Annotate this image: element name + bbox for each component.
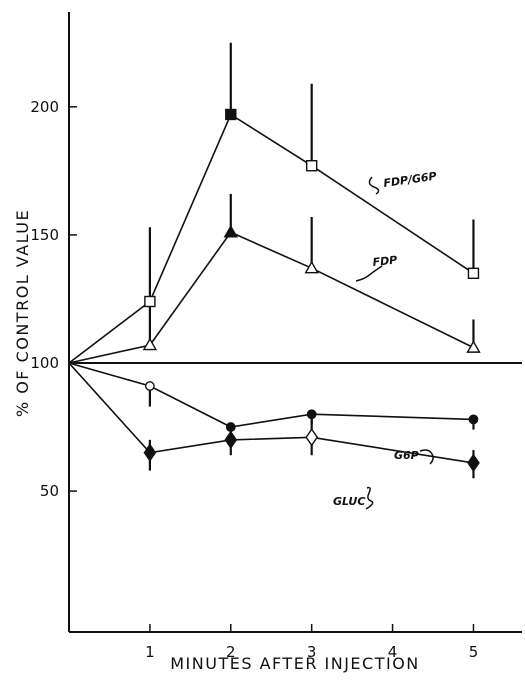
series-fdp-g6p bbox=[68, 42, 480, 364]
pointer-fdp bbox=[355, 265, 383, 282]
y-axis-title: % OF CONTROL VALUE bbox=[13, 209, 32, 417]
x-tick-label: 5 bbox=[469, 643, 479, 661]
series-label-fdp: FDP bbox=[372, 253, 398, 269]
y-tick-label: 200 bbox=[30, 98, 59, 116]
series-label-g6p: G6P bbox=[394, 449, 419, 462]
axes bbox=[68, 12, 522, 633]
series-label-fdp-g6p: FDP/G6P bbox=[383, 170, 438, 190]
series-line bbox=[68, 362, 474, 428]
series-fdp bbox=[68, 193, 481, 364]
data-point-square bbox=[467, 267, 480, 280]
pointer-fdp-g6p bbox=[368, 176, 380, 195]
data-point-triangle bbox=[466, 340, 481, 353]
data-point-triangle bbox=[223, 224, 238, 238]
data-point-square bbox=[144, 295, 156, 308]
data-point-triangle bbox=[304, 260, 319, 274]
x-axis-title: MINUTES AFTER INJECTION bbox=[170, 654, 420, 673]
data-point-square bbox=[305, 160, 318, 172]
series-line bbox=[68, 113, 474, 364]
series-line bbox=[68, 362, 474, 464]
x-tick-label: 1 bbox=[145, 643, 155, 661]
data-point-circle bbox=[468, 414, 479, 425]
x-tick-label: 4 bbox=[388, 643, 398, 661]
y-tick-label: 150 bbox=[30, 226, 59, 244]
x-tick-label: 2 bbox=[226, 643, 236, 661]
series-line bbox=[68, 231, 474, 364]
x-tick-label: 3 bbox=[307, 643, 317, 661]
data-point-circle bbox=[306, 409, 317, 420]
data-point-diamond bbox=[467, 453, 480, 473]
data-point-diamond bbox=[143, 443, 157, 462]
series-g6p bbox=[68, 362, 479, 438]
series-gluc bbox=[68, 362, 480, 479]
label-pointers bbox=[355, 176, 434, 510]
data-point-square bbox=[225, 108, 237, 121]
series-layer bbox=[68, 42, 481, 479]
series-label-gluc: GLUC bbox=[333, 495, 365, 508]
series-labels: FDP/G6P FDP G6P GLUC bbox=[333, 170, 437, 508]
y-tick-label: 50 bbox=[40, 482, 59, 500]
y-tick-label: 100 bbox=[30, 354, 59, 372]
pointer-gluc bbox=[365, 486, 374, 510]
data-point-circle bbox=[144, 381, 155, 391]
data-point-diamond bbox=[305, 428, 319, 447]
data-point-triangle bbox=[142, 337, 158, 351]
data-point-diamond bbox=[224, 430, 238, 450]
pointer-g6p bbox=[419, 449, 434, 465]
